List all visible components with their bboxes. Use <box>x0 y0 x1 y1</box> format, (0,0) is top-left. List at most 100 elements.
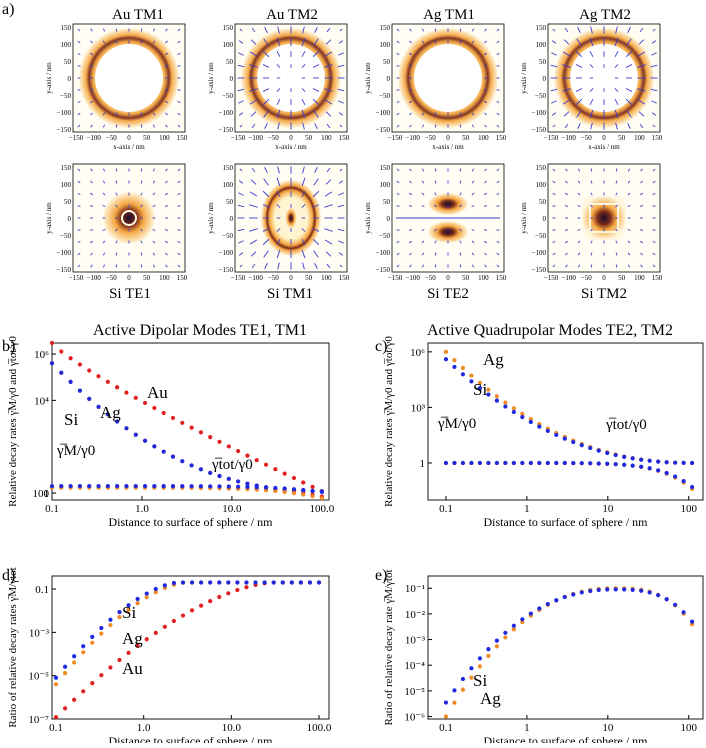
heatmap-xtick: 100 <box>321 134 332 142</box>
heatmap-xtick: 150 <box>652 274 663 282</box>
field-arrow <box>312 228 320 232</box>
field-arrow <box>262 190 270 198</box>
field-arrow <box>563 111 570 117</box>
heatmap-ylabel: y-axis / nm <box>207 62 215 94</box>
heatmap-ytick: −150 <box>57 126 72 134</box>
field-arrow <box>324 204 333 208</box>
field-arrow <box>237 228 245 232</box>
data-point <box>307 580 313 585</box>
data-point <box>235 580 240 585</box>
data-point <box>596 587 601 593</box>
data-point <box>664 460 669 465</box>
field-arrow <box>338 100 344 104</box>
heatmap-title-top-2: Au TM2 <box>266 7 318 23</box>
field-arrow <box>89 89 94 91</box>
field-arrow <box>115 204 118 208</box>
field-arrow <box>89 240 94 244</box>
field-arrow <box>238 52 244 56</box>
data-point <box>144 595 149 600</box>
field-arrow <box>459 124 462 128</box>
field-arrow <box>615 168 618 172</box>
field-arrow <box>115 192 118 196</box>
field-arrow <box>152 124 156 128</box>
field-arrow <box>102 112 106 116</box>
field-arrow <box>627 204 631 208</box>
field-arrow <box>615 122 618 130</box>
field-arrow <box>164 240 169 244</box>
x-tick-label: 0.1 <box>49 722 63 734</box>
data-point <box>170 484 176 489</box>
data-point <box>596 448 601 453</box>
field-arrow <box>640 252 643 256</box>
field-arrow <box>324 239 333 245</box>
field-arrow <box>409 180 412 184</box>
field-arrow <box>313 110 319 118</box>
field-arrow <box>496 28 500 32</box>
field-arrow <box>301 190 306 198</box>
data-point <box>537 460 542 466</box>
data-point <box>87 483 92 489</box>
field-arrow <box>627 180 631 184</box>
panel-label-a: a) <box>2 1 14 18</box>
data-point <box>90 640 95 645</box>
heatmap-xtick: 0 <box>289 134 293 142</box>
field-arrow <box>484 180 487 184</box>
data-point <box>253 580 258 585</box>
field-arrow <box>577 228 581 232</box>
x-tick-label: 0.1 <box>439 722 453 734</box>
data-point <box>126 650 131 655</box>
field-arrow <box>140 112 143 116</box>
field-arrow <box>496 264 500 268</box>
heatmap-xtick: −150 <box>388 134 403 142</box>
data-point <box>545 460 550 466</box>
data-point <box>477 460 483 466</box>
field-arrow <box>302 26 305 34</box>
field-arrow <box>102 228 106 232</box>
data-point <box>244 585 249 590</box>
heatmap-ytick: 0 <box>543 215 547 223</box>
data-point <box>613 587 618 592</box>
data-point <box>142 400 148 406</box>
field-arrow <box>550 64 558 68</box>
heatmap-xtick: −50 <box>425 274 436 282</box>
data-point <box>105 379 110 384</box>
data-point <box>537 424 542 429</box>
heatmap-xtick: −100 <box>248 134 263 142</box>
field-arrow <box>652 205 656 207</box>
heatmap-xtick: −50 <box>106 274 117 282</box>
data-point <box>152 444 157 449</box>
field-arrow <box>90 112 93 116</box>
data-point <box>96 404 101 409</box>
field-arrow <box>140 168 143 172</box>
data-point <box>443 357 449 362</box>
field-arrow <box>152 112 156 116</box>
field-arrow <box>484 252 487 256</box>
field-arrow <box>251 167 256 173</box>
plot-frame <box>51 575 330 720</box>
y-tick-label: 10⁻⁷ <box>28 714 49 726</box>
field-arrow <box>263 110 269 118</box>
field-arrow <box>409 124 412 128</box>
data-point <box>189 608 195 613</box>
data-point <box>208 470 213 475</box>
field-arrow <box>339 168 343 172</box>
field-arrow <box>459 252 462 256</box>
data-point <box>310 484 315 489</box>
heatmap-ylabel: y-axis / nm <box>364 62 372 94</box>
data-point <box>452 460 457 466</box>
field-arrow <box>312 204 320 208</box>
field-arrow <box>483 89 488 91</box>
data-point <box>596 461 601 466</box>
heatmap-ytick: 50 <box>226 58 234 66</box>
data-point <box>133 432 138 437</box>
field-arrow <box>626 110 632 118</box>
field-arrow <box>115 112 118 116</box>
data-point <box>144 591 149 596</box>
series-si <box>443 587 695 705</box>
heatmap-ylabel: y-axis / nm <box>207 202 215 234</box>
heatmap-ytick: 100 <box>61 41 72 49</box>
field-arrow <box>562 64 571 68</box>
x-tick-label: 100.0 <box>310 503 335 515</box>
